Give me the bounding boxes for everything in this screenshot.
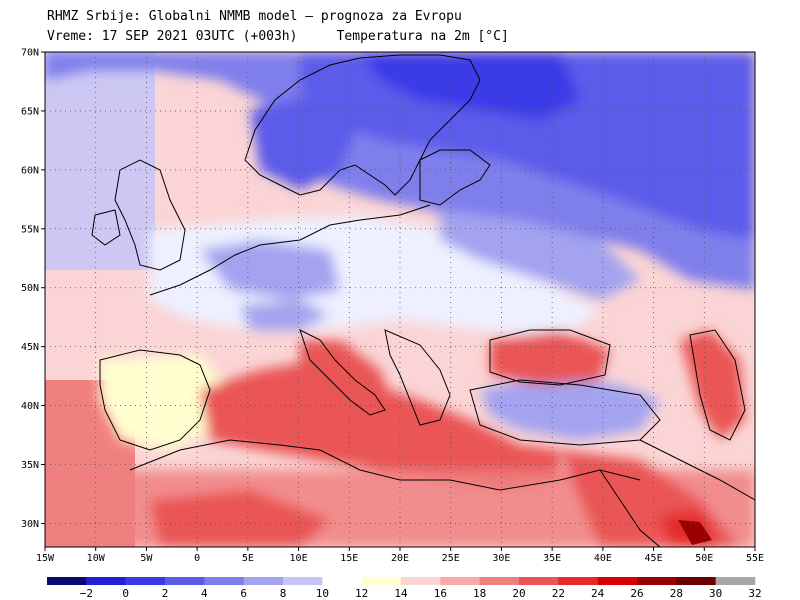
lon-tick-label: 15E (340, 553, 358, 564)
lon-tick-label: 25E (442, 553, 460, 564)
colorbar-label: 18 (473, 587, 486, 600)
colorbar-swatch (637, 577, 677, 585)
colorbar-label: 16 (434, 587, 447, 600)
colorbar-label: 22 (552, 587, 565, 600)
lat-tick-label: 55N (21, 224, 39, 235)
colorbar-label: 8 (280, 587, 287, 600)
lon-tick-label: 5E (242, 553, 254, 564)
lon-tick-label: 20E (391, 553, 409, 564)
colorbar-swatch (165, 577, 205, 585)
colorbar-label: 32 (748, 587, 761, 600)
coastlines (91, 54, 755, 547)
map-subtitle: Vreme: 17 SEP 2021 03UTC (+003h) Tempera… (47, 29, 509, 45)
map-title: RHMZ Srbije: Globalni NMMB model — progn… (47, 9, 462, 24)
colorbar-swatch (361, 577, 402, 585)
colorbar-swatch (676, 577, 716, 585)
colorbar-swatch (283, 577, 323, 585)
colorbar-label: 10 (316, 587, 329, 600)
latitude-axis: 70N 65N 60N 55N 50N 45N 40N 35N 30N (21, 48, 45, 530)
colorbar-label: 24 (591, 587, 605, 600)
colorbar-label: 12 (355, 587, 368, 600)
colorbar-swatch (322, 577, 362, 585)
colorbar-label: 14 (394, 587, 408, 600)
colorbar: −2 0 2 4 6 8 10 12 14 16 18 20 22 24 26 28 30 32 (47, 577, 762, 600)
colorbar-swatch (125, 577, 166, 585)
colorbar-label: 4 (201, 587, 208, 600)
colorbar-label: 30 (709, 587, 722, 600)
lat-tick-label: 70N (21, 48, 39, 59)
lat-tick-label: 30N (21, 519, 39, 530)
lon-tick-label: 10E (290, 553, 308, 564)
longitude-axis: 15W 10W 5W 0 5E 10E 15E 20E 25E 30E 35E 40E 45E 50E 55… (36, 547, 764, 564)
lon-tick-label: 30E (492, 553, 510, 564)
lat-tick-label: 45N (21, 342, 39, 353)
colorbar-label: 20 (512, 587, 525, 600)
lon-tick-label: 50E (695, 553, 713, 564)
lon-tick-label: 0 (194, 553, 200, 564)
temperature-field (45, 52, 755, 547)
lon-tick-label: 35E (543, 553, 561, 564)
colorbar-swatch (243, 577, 284, 585)
lon-tick-label: 45E (645, 553, 663, 564)
variable-label: Temperatura na 2m [°C] (336, 29, 509, 44)
colorbar-label: 0 (122, 587, 129, 600)
colorbar-swatch (519, 577, 559, 585)
colorbar-swatch (479, 577, 520, 585)
colorbar-swatch (401, 577, 441, 585)
forecast-time: Vreme: 17 SEP 2021 03UTC (+003h) (47, 29, 298, 44)
colorbar-label: 6 (240, 587, 247, 600)
colorbar-swatch (86, 577, 126, 585)
lat-tick-label: 50N (21, 283, 39, 294)
lon-tick-label: 10W (87, 553, 106, 564)
colorbar-label: 26 (630, 587, 643, 600)
colorbar-swatch (47, 577, 87, 585)
lat-tick-label: 65N (21, 106, 39, 117)
lat-tick-label: 35N (21, 460, 39, 471)
lon-tick-label: 15W (36, 553, 55, 564)
colorbar-swatch (558, 577, 598, 585)
colorbar-swatch (715, 577, 756, 585)
colorbar-swatch (204, 577, 244, 585)
graticule (45, 52, 755, 547)
lat-tick-label: 40N (21, 401, 39, 412)
colorbar-swatch (597, 577, 638, 585)
lon-tick-label: 40E (594, 553, 612, 564)
lon-tick-label: 55E (746, 553, 764, 564)
lat-tick-label: 60N (21, 165, 39, 176)
colorbar-label: 2 (162, 587, 169, 600)
colorbar-label: −2 (80, 587, 93, 600)
colorbar-swatch (440, 577, 480, 585)
colorbar-label: 28 (670, 587, 683, 600)
lon-tick-label: 5W (140, 553, 153, 564)
